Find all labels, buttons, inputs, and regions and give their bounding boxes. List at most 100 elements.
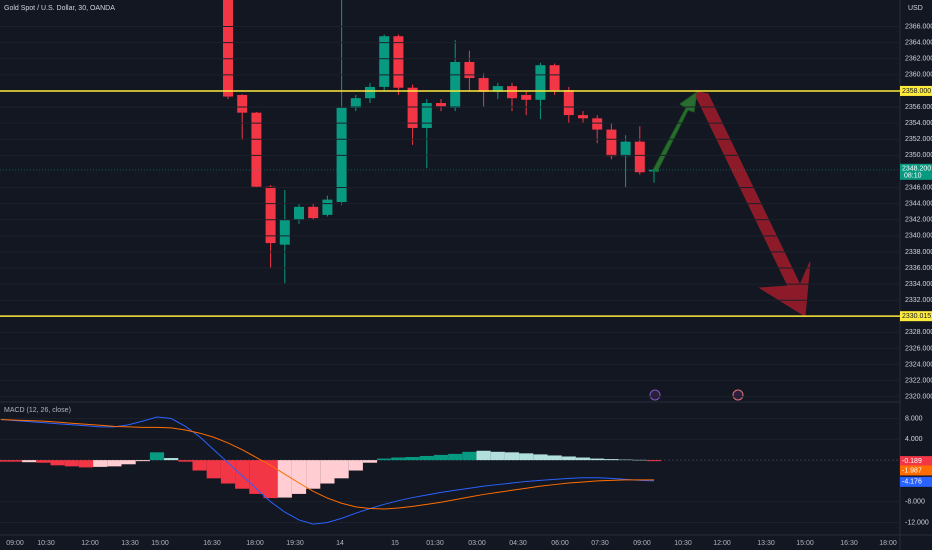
y-tick-label: 2364.000 (905, 39, 932, 46)
histogram-bar (519, 453, 534, 461)
candle-body (379, 36, 390, 87)
macd-badge-bg (900, 456, 932, 467)
y-tick-label: 2362.000 (905, 56, 932, 63)
histogram-bar (334, 460, 349, 479)
histogram-bar (277, 460, 292, 498)
currency[interactable]: USD (908, 5, 923, 12)
histogram-bar (78, 460, 94, 468)
histogram-bar (64, 460, 79, 467)
histogram-bar (235, 460, 250, 489)
macd-line (0, 419, 654, 510)
x-tick-label: 16:30 (840, 540, 858, 547)
x-tick-label: 01:30 (426, 540, 444, 547)
histogram-bar (575, 457, 591, 461)
candle-body (450, 61, 461, 108)
histogram-bar (348, 460, 363, 471)
histogram-bar (504, 452, 520, 461)
histogram-bar (419, 455, 434, 461)
x-tick-label: 12:00 (81, 540, 99, 547)
level-label-bg (900, 311, 932, 322)
histogram-bar (36, 460, 51, 463)
histogram-bar (22, 460, 37, 463)
x-tick-label: 04:30 (509, 540, 527, 547)
x-tick-label: 14 (336, 540, 344, 547)
macd-badge-bg (900, 465, 932, 476)
candle-body (350, 98, 361, 108)
y-tick-label: 2352.000 (905, 136, 932, 143)
last-price: 2348.200 (902, 166, 931, 173)
last-price-bg (900, 163, 932, 180)
y-tick-label: 2332.000 (905, 297, 932, 304)
histogram-bar (121, 460, 136, 465)
macd-line (0, 416, 655, 525)
candle-body (237, 94, 248, 113)
y-tick-label: 2324.000 (905, 361, 932, 368)
macd-badge: -4.176 (902, 479, 922, 486)
candle-body (322, 199, 333, 215)
histogram-bar (192, 460, 207, 471)
y-tick-label: 2334.000 (905, 281, 932, 288)
candle-body (365, 86, 375, 99)
candle-body (592, 118, 603, 130)
candle-body (478, 78, 489, 92)
x-tick-label: 12:00 (713, 540, 731, 547)
macd-badge: -1.987 (902, 467, 922, 474)
macd-title: MACD (12, 26, close) (4, 407, 71, 414)
y-tick-label: 4.000 (905, 436, 923, 443)
histogram-bar (178, 460, 193, 462)
x-tick-label: 19:30 (286, 540, 304, 547)
histogram-bar (476, 450, 491, 461)
candle-body (492, 86, 503, 92)
x-tick-label: 06:00 (551, 540, 569, 547)
histogram-bar (362, 460, 378, 463)
x-tick-label: 07:30 (591, 540, 609, 547)
x-tick-label: 13:30 (757, 540, 775, 547)
histogram-bar (377, 458, 392, 461)
candle-body (507, 86, 517, 99)
y-tick-label: 2338.000 (905, 249, 932, 256)
y-tick-label: 2360.000 (905, 72, 932, 79)
y-tick-label: 2320.000 (905, 394, 932, 401)
histogram-bar (405, 457, 420, 461)
x-tick-label: 15:00 (151, 540, 169, 547)
histogram-bar (433, 454, 449, 461)
histogram-bar (490, 451, 505, 461)
y-tick-label: 2344.000 (905, 200, 932, 207)
candle-body (563, 90, 574, 116)
candle-body (634, 141, 645, 173)
histogram-bar (533, 454, 548, 461)
candle-body (436, 103, 446, 107)
event-icon[interactable] (649, 389, 661, 401)
macd-badge: -0.189 (902, 458, 922, 465)
histogram-bar (107, 460, 122, 467)
y-tick-label: 2346.000 (905, 184, 932, 191)
candle-body (393, 36, 404, 88)
histogram-bar (590, 458, 605, 461)
event-icon[interactable] (732, 389, 744, 401)
x-tick-label: 16:30 (203, 540, 221, 547)
y-tick-label: 2356.000 (905, 104, 932, 111)
x-tick-label: 15 (391, 540, 399, 547)
histogram-bar (50, 460, 65, 466)
y-tick-label: 2342.000 (905, 217, 932, 224)
histogram-bar (547, 455, 562, 461)
histogram-bar (448, 453, 463, 461)
x-tick-label: 09:00 (633, 540, 651, 547)
countdown: 08:10 (904, 173, 922, 180)
candle-body (535, 65, 546, 100)
histogram-bar (291, 460, 307, 494)
histogram-bar (93, 460, 108, 467)
level-label: 2358.000 (902, 88, 931, 95)
candle-body (464, 61, 475, 79)
y-tick-label: 2354.000 (905, 120, 932, 127)
histogram-bar (646, 460, 662, 462)
histogram-bar (135, 460, 150, 462)
candle-body (549, 65, 560, 91)
histogram-bar (320, 460, 335, 484)
y-tick-label: 2366.000 (905, 23, 932, 30)
x-tick-label: 03:00 (468, 540, 486, 547)
x-tick-label: 10:30 (37, 540, 55, 547)
y-tick-label: 2350.000 (905, 152, 932, 159)
chart-title: Gold Spot / U.S. Dollar, 30, OANDA (4, 5, 115, 12)
